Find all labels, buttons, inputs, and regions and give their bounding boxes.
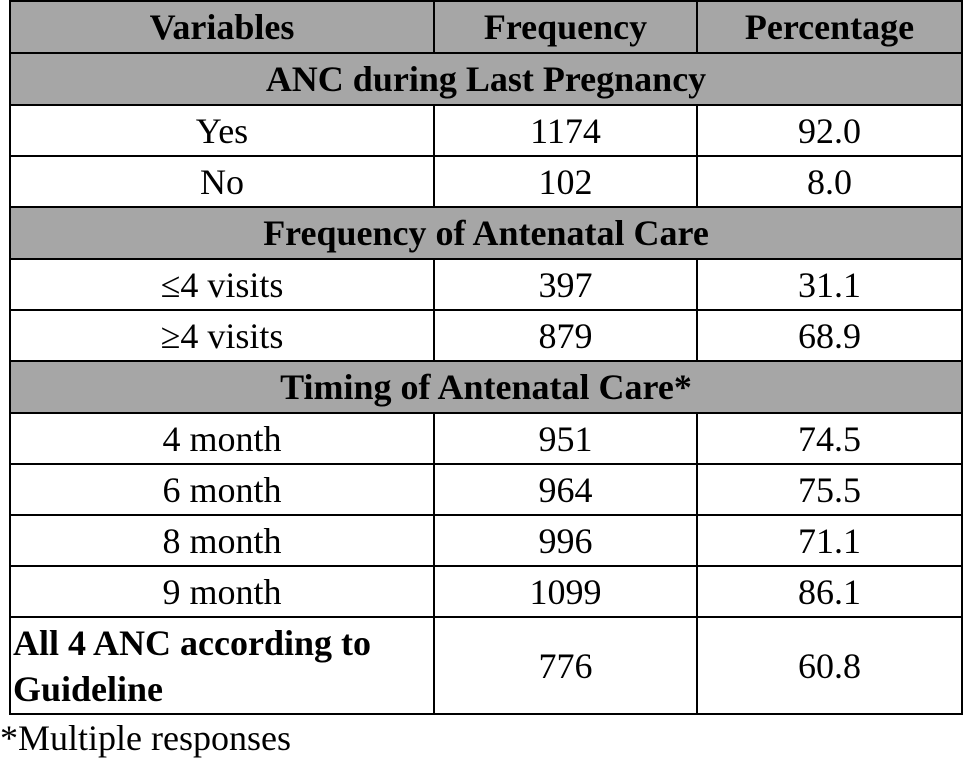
- row-label: 4 month: [9, 412, 435, 465]
- table-row: 8 month 996 71.1: [9, 514, 963, 567]
- row-percentage: 71.1: [696, 514, 963, 567]
- section-title: Timing of Antenatal Care*: [9, 360, 963, 414]
- row-percentage: 8.0: [696, 155, 963, 208]
- row-frequency: 996: [433, 514, 698, 567]
- anc-table: Variables Frequency Percentage ANC durin…: [9, 0, 963, 715]
- row-percentage: 68.9: [696, 309, 963, 362]
- table-row: 6 month 964 75.5: [9, 463, 963, 516]
- header-frequency: Frequency: [433, 0, 698, 54]
- summary-label: All 4 ANC according to Guideline: [9, 616, 435, 715]
- header-percentage: Percentage: [696, 0, 963, 54]
- row-percentage: 75.5: [696, 463, 963, 516]
- summary-percentage: 60.8: [696, 616, 963, 715]
- section-title: Frequency of Antenatal Care: [9, 206, 963, 260]
- row-frequency: 951: [433, 412, 698, 465]
- row-label: ≥4 visits: [9, 309, 435, 362]
- row-label: 6 month: [9, 463, 435, 516]
- row-frequency: 1099: [433, 565, 698, 618]
- row-percentage: 74.5: [696, 412, 963, 465]
- row-label: ≤4 visits: [9, 258, 435, 311]
- row-label: 9 month: [9, 565, 435, 618]
- header-variables: Variables: [9, 0, 435, 54]
- summary-row: All 4 ANC according to Guideline 776 60.…: [9, 616, 963, 715]
- row-label: 8 month: [9, 514, 435, 567]
- row-frequency: 964: [433, 463, 698, 516]
- row-percentage: 31.1: [696, 258, 963, 311]
- row-frequency: 102: [433, 155, 698, 208]
- section-row-anc-last-pregnancy: ANC during Last Pregnancy: [9, 52, 963, 106]
- section-title: ANC during Last Pregnancy: [9, 52, 963, 106]
- table-row: 9 month 1099 86.1: [9, 565, 963, 618]
- row-label: No: [9, 155, 435, 208]
- row-frequency: 397: [433, 258, 698, 311]
- summary-label-line2: Guideline: [13, 668, 164, 709]
- section-row-timing-anc: Timing of Antenatal Care*: [9, 360, 963, 414]
- table-row: 4 month 951 74.5: [9, 412, 963, 465]
- summary-label-line1: All 4 ANC according to: [13, 622, 371, 663]
- table-row: ≤4 visits 397 31.1: [9, 258, 963, 311]
- row-frequency: 879: [433, 309, 698, 362]
- table-row: Yes 1174 92.0: [9, 104, 963, 157]
- section-row-frequency-anc: Frequency of Antenatal Care: [9, 206, 963, 260]
- footnote: *Multiple responses: [0, 718, 291, 758]
- summary-frequency: 776: [433, 616, 698, 715]
- row-frequency: 1174: [433, 104, 698, 157]
- table-row: ≥4 visits 879 68.9: [9, 309, 963, 362]
- row-percentage: 86.1: [696, 565, 963, 618]
- header-row: Variables Frequency Percentage: [9, 0, 963, 54]
- table-row: No 102 8.0: [9, 155, 963, 208]
- row-percentage: 92.0: [696, 104, 963, 157]
- row-label: Yes: [9, 104, 435, 157]
